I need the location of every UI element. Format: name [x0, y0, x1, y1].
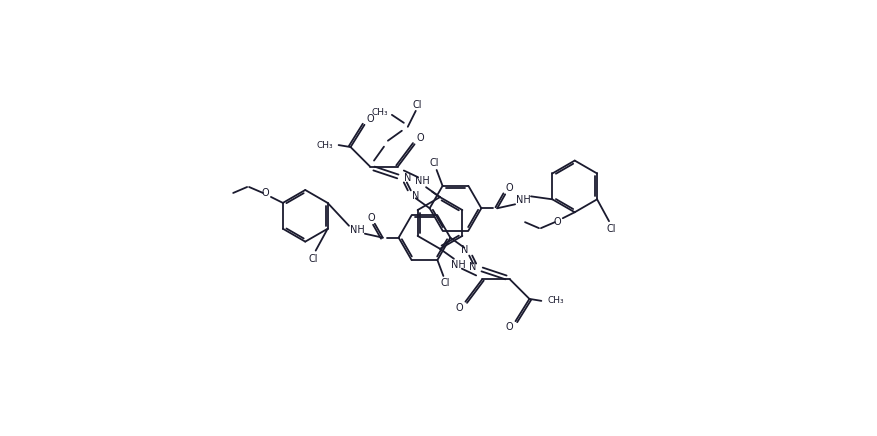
- Text: O: O: [367, 114, 374, 124]
- Text: O: O: [261, 188, 269, 198]
- Text: NH: NH: [350, 225, 364, 235]
- Text: O: O: [506, 322, 513, 332]
- Text: N: N: [469, 262, 476, 272]
- Text: O: O: [367, 213, 374, 223]
- Text: O: O: [417, 133, 424, 143]
- Text: Cl: Cl: [430, 158, 439, 168]
- Text: Cl: Cl: [413, 100, 423, 110]
- Text: Cl: Cl: [309, 254, 318, 263]
- Text: NH: NH: [415, 176, 430, 186]
- Text: Cl: Cl: [606, 224, 616, 234]
- Text: CH₃: CH₃: [547, 296, 564, 305]
- Text: O: O: [456, 303, 463, 313]
- Text: N: N: [460, 245, 468, 255]
- Text: NH: NH: [516, 195, 531, 205]
- Text: Cl: Cl: [440, 278, 450, 288]
- Text: NH: NH: [451, 260, 466, 270]
- Text: O: O: [553, 217, 560, 227]
- Text: N: N: [412, 191, 419, 201]
- Text: CH₃: CH₃: [316, 140, 332, 150]
- Text: O: O: [505, 184, 513, 194]
- Text: CH₃: CH₃: [371, 109, 388, 117]
- Text: N: N: [403, 174, 411, 184]
